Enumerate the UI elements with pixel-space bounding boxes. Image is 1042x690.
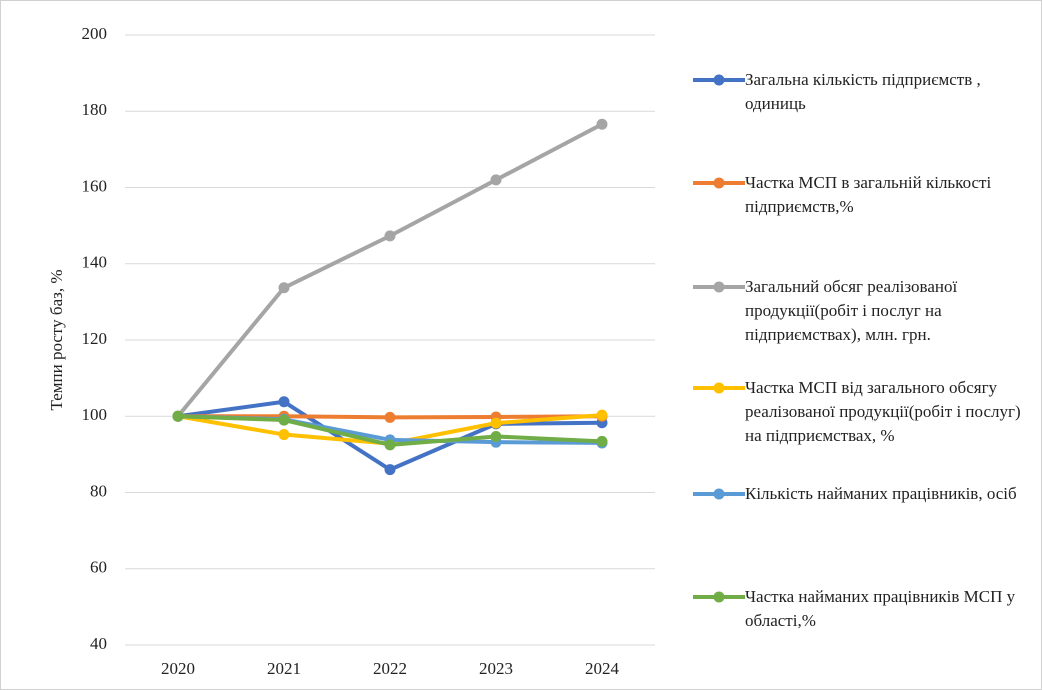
y-tick-label: 40 bbox=[90, 634, 107, 653]
y-tick-label: 100 bbox=[82, 405, 108, 424]
y-tick-label: 180 bbox=[82, 100, 108, 119]
x-tick-label: 2020 bbox=[161, 659, 195, 678]
y-tick-label: 60 bbox=[90, 558, 107, 577]
x-tick-label: 2021 bbox=[267, 659, 301, 678]
data-point bbox=[490, 174, 502, 186]
legend-marker bbox=[713, 281, 725, 293]
y-tick-label: 200 bbox=[82, 24, 108, 43]
x-tick-label: 2023 bbox=[479, 659, 513, 678]
data-point bbox=[384, 464, 396, 476]
y-tick-label: 160 bbox=[82, 176, 108, 195]
legend-label: Загальна кількість підприємств , одиниць bbox=[745, 70, 981, 113]
legend-marker bbox=[713, 382, 725, 394]
legend-label: Частка найманих працівників МСП у област… bbox=[745, 587, 1016, 630]
data-point bbox=[278, 429, 290, 441]
data-point bbox=[278, 414, 290, 426]
x-tick-label: 2024 bbox=[585, 659, 620, 678]
legend-marker bbox=[713, 177, 725, 189]
data-point bbox=[278, 396, 290, 408]
legend-label: Загальний обсяг реалізованої продукції(р… bbox=[745, 277, 958, 344]
y-tick-label: 140 bbox=[82, 253, 108, 272]
data-point bbox=[172, 410, 184, 422]
data-point bbox=[490, 430, 502, 442]
legend-label: Частка МСП від загального обсягу реалізо… bbox=[745, 378, 1021, 445]
y-tick-label: 120 bbox=[82, 329, 108, 348]
legend-label: Частка МСП в загальній кількості підприє… bbox=[745, 173, 992, 216]
legend-marker bbox=[713, 591, 725, 603]
data-point bbox=[596, 118, 608, 130]
data-point bbox=[490, 417, 502, 429]
x-tick-label: 2022 bbox=[373, 659, 407, 678]
data-point bbox=[278, 282, 290, 294]
legend-marker bbox=[713, 488, 725, 500]
data-point bbox=[596, 435, 608, 447]
y-axis-title: Темпи росту баз, % bbox=[47, 270, 66, 411]
data-point bbox=[596, 409, 608, 421]
legend-label: Кількість найманих працівників, осіб bbox=[745, 484, 1017, 503]
legend-marker bbox=[713, 74, 725, 86]
y-tick-label: 80 bbox=[90, 481, 107, 500]
data-point bbox=[384, 411, 396, 423]
data-point bbox=[384, 230, 396, 242]
data-point bbox=[384, 439, 396, 451]
